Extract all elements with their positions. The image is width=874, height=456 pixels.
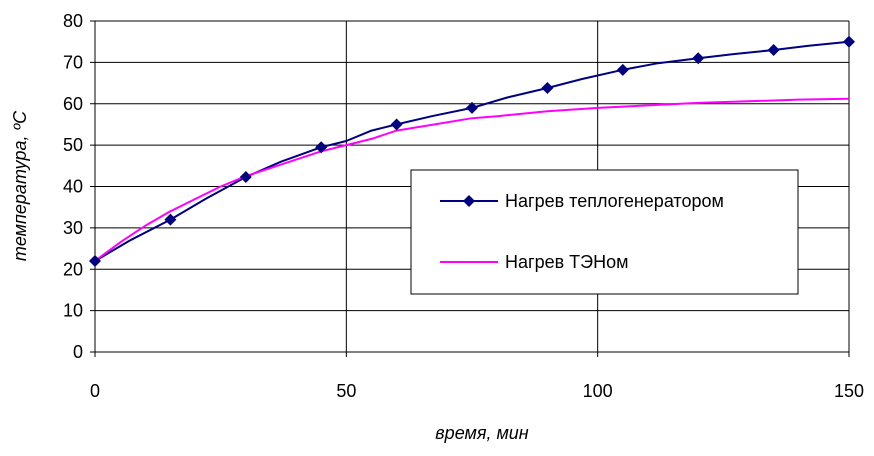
data-point-diamond <box>466 101 478 114</box>
series-line-0 <box>94 40 850 262</box>
data-point-diamond <box>164 213 177 226</box>
y-tick-label: 70 <box>63 52 83 72</box>
x-tick-label: 150 <box>834 381 864 401</box>
data-point-diamond <box>843 35 855 48</box>
y-tick-label: 30 <box>63 218 83 238</box>
x-tick-labels: 0 50 100 150 <box>90 381 864 401</box>
data-point-diamond <box>767 43 780 56</box>
data-point-diamond <box>89 254 101 267</box>
legend-label-ten: Нагрев ТЭНом <box>505 252 628 272</box>
data-point-diamond <box>692 52 705 65</box>
axis-lines <box>90 20 850 357</box>
data-point-diamond <box>616 63 629 76</box>
series-layer <box>89 35 855 267</box>
series-line-1 <box>94 97 850 262</box>
y-tick-labels: 0 10 20 30 40 50 60 70 80 <box>63 11 83 362</box>
x-tick-label: 50 <box>336 381 356 401</box>
x-axis-title: время, мин <box>435 423 529 443</box>
y-tick-label: 80 <box>63 11 83 31</box>
data-point-diamond <box>541 82 554 95</box>
data-point-diamond <box>239 170 252 183</box>
y-tick-label: 40 <box>63 177 83 197</box>
y-tick-label: 20 <box>63 259 83 279</box>
data-point-diamond <box>315 141 328 154</box>
legend-label-teplogenerator: Нагрев теплогенератором <box>505 191 724 211</box>
legend: Нагрев теплогенератором Нагрев ТЭНом <box>410 169 799 295</box>
legend-box <box>410 169 799 295</box>
x-tick-label: 100 <box>583 381 613 401</box>
y-tick-label: 10 <box>63 301 83 321</box>
x-tick-label: 0 <box>90 381 100 401</box>
y-tick-label: 60 <box>63 94 83 114</box>
data-point-diamond <box>390 118 403 131</box>
y-tick-label: 50 <box>63 135 83 155</box>
y-axis-title: температура, ºС <box>10 110 30 261</box>
y-tick-label: 0 <box>73 342 83 362</box>
legend-marker-diamond <box>463 195 475 207</box>
